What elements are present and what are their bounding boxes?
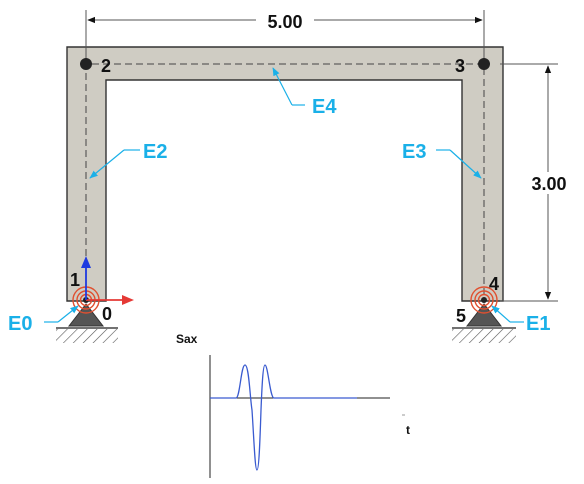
signal-plot: Sax t (176, 332, 410, 478)
node-3-marker (478, 58, 490, 70)
ground-hatch-icon (452, 329, 516, 343)
element-label-e3: E3 (402, 141, 426, 163)
element-label-e1: E1 (526, 313, 550, 335)
element-label-e0: E0 (8, 313, 32, 335)
signal-waveform (210, 364, 357, 471)
node-label-3: 3 (455, 56, 465, 76)
portal-frame (66, 46, 504, 302)
frame-centerline (85, 63, 485, 300)
node-label-4: 4 (489, 274, 499, 294)
ground-hatch-icon (56, 329, 118, 343)
e4-leader-arrow (272, 67, 293, 106)
height-dimension-label: 3.00 (531, 174, 566, 194)
node-2-marker (80, 58, 92, 70)
signal-plot-ylabel: Sax (176, 332, 198, 346)
e2-leader-arrow (89, 149, 125, 179)
e1-leader-arrow (491, 305, 511, 323)
span-dimension-label: 5.00 (267, 12, 302, 32)
node-4-marker (481, 297, 487, 303)
element-label-e2: E2 (143, 141, 167, 163)
e3-leader-arrow (449, 149, 482, 179)
node-label-2: 2 (101, 56, 111, 76)
element-label-e4: E4 (312, 96, 337, 118)
support-icon (465, 303, 503, 327)
e0-leader-arrow (57, 305, 79, 323)
signal-plot-xlabel: t (406, 423, 410, 437)
support-icon (67, 303, 105, 327)
left-support (56, 256, 134, 343)
spring-icon (470, 286, 498, 314)
node-label-5: 5 (456, 306, 466, 326)
node-label-0: 0 (102, 304, 112, 324)
node-label-1: 1 (70, 270, 80, 290)
right-support (452, 286, 516, 343)
